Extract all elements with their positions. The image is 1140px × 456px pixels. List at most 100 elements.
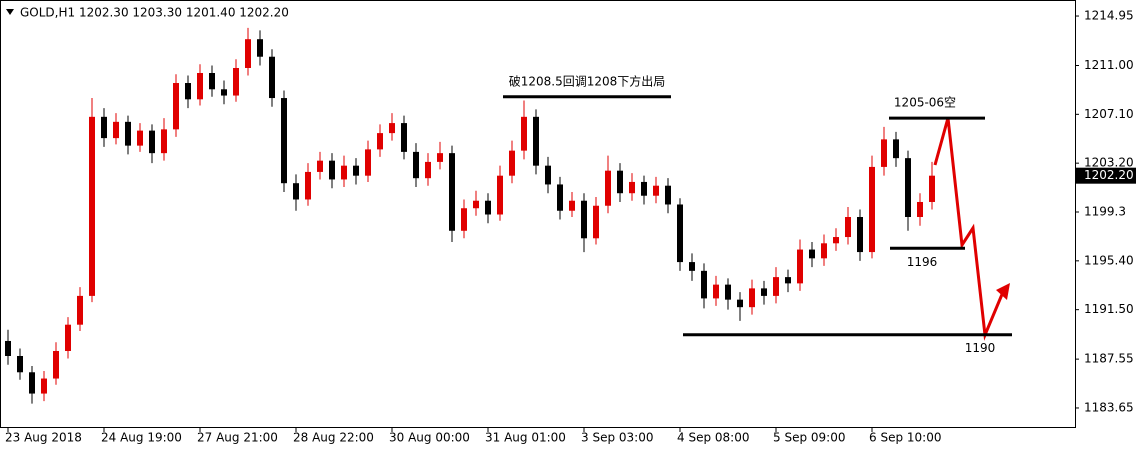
candle-body	[665, 185, 671, 205]
candle-body	[461, 208, 467, 231]
candle-body	[809, 249, 815, 259]
chart-title: GOLD,H1 1202.30 1203.30 1201.40 1202.20	[20, 6, 289, 20]
candle-body	[749, 288, 755, 308]
plot-frame	[0, 0, 1076, 428]
candle-body	[785, 277, 791, 284]
candle-body	[713, 284, 719, 299]
candle-body	[329, 160, 335, 180]
candle-body	[653, 185, 659, 196]
candle-body	[929, 175, 935, 202]
candle-body	[17, 355, 23, 373]
candle-body	[353, 165, 359, 176]
candle-body	[437, 153, 443, 162]
candle-body	[773, 277, 779, 296]
level-label: 1196	[907, 255, 938, 269]
candle-body	[401, 123, 407, 152]
y-tick-label: 1203.20	[1084, 156, 1134, 170]
candle-body	[701, 270, 707, 299]
candle-body	[581, 200, 587, 239]
candle-body	[689, 262, 695, 271]
menu-icon[interactable]	[6, 9, 14, 15]
candle-body	[905, 158, 911, 218]
candle-body	[833, 237, 839, 244]
y-tick-label: 1207.10	[1084, 107, 1134, 121]
candle-body	[857, 217, 863, 253]
candle-body	[677, 204, 683, 263]
candle-body	[77, 295, 83, 325]
current-price-label: 1202.20	[1084, 168, 1134, 182]
candle-body	[305, 171, 311, 200]
candle-body	[521, 116, 527, 151]
candle-body	[389, 123, 395, 134]
candle-body	[149, 130, 155, 154]
arrow-head	[996, 283, 1010, 300]
y-tick-label: 1183.65	[1084, 400, 1134, 414]
current-price-box	[1076, 167, 1136, 184]
y-tick-label: 1199.3	[1084, 204, 1126, 218]
candle-body	[293, 183, 299, 200]
candle-body	[605, 170, 611, 206]
candle-body	[545, 165, 551, 185]
candle-body	[485, 200, 491, 215]
candle-body	[197, 73, 203, 100]
candle-body	[377, 133, 383, 150]
candle-body	[497, 175, 503, 215]
x-tick-label: 6 Sep 10:00	[869, 431, 941, 445]
candle-body	[89, 116, 95, 296]
candle-body	[281, 98, 287, 184]
candle-body	[113, 121, 119, 139]
level-label: 1190	[965, 341, 996, 355]
candle-body	[41, 378, 47, 394]
candle-body	[629, 181, 635, 194]
candle-body	[449, 153, 455, 231]
candle-body	[725, 284, 731, 300]
candle-body	[185, 83, 191, 100]
level-label: 1205-06空	[894, 96, 956, 110]
candle-body	[137, 130, 143, 146]
x-tick-label: 31 Aug 01:00	[485, 431, 566, 445]
candle-body	[737, 299, 743, 308]
x-tick-label: 27 Aug 21:00	[197, 431, 278, 445]
candle-body	[221, 89, 227, 96]
x-tick-label: 28 Aug 22:00	[293, 431, 374, 445]
x-tick-label: 23 Aug 2018	[5, 431, 82, 445]
candle-body	[533, 116, 539, 166]
candle-body	[509, 150, 515, 176]
candle-body	[893, 139, 899, 159]
candle-body	[257, 39, 263, 57]
candle-body	[761, 288, 767, 296]
candle-body	[341, 165, 347, 180]
candle-body	[557, 184, 563, 211]
candle-body	[869, 166, 875, 253]
y-tick-label: 1214.95	[1084, 9, 1134, 23]
candle-body	[269, 56, 275, 99]
candle-body	[65, 324, 71, 351]
level-label: 破1208.5回调1208下方出局	[509, 73, 666, 88]
candle-body	[245, 39, 251, 68]
candle-body	[569, 200, 575, 211]
x-tick-label: 30 Aug 00:00	[389, 431, 470, 445]
y-tick-label: 1191.50	[1084, 302, 1134, 316]
candle-body	[917, 201, 923, 218]
candle-body	[233, 67, 239, 96]
candle-body	[317, 160, 323, 172]
candle-body	[617, 170, 623, 194]
candle-body	[845, 217, 851, 238]
candle-body	[821, 243, 827, 259]
candle-body	[413, 151, 419, 179]
candle-body	[209, 73, 215, 90]
x-tick-label: 3 Sep 03:00	[581, 431, 653, 445]
candle-body	[29, 372, 35, 394]
x-tick-label: 5 Sep 09:00	[773, 431, 845, 445]
candle-body	[101, 116, 107, 139]
candle-body	[365, 149, 371, 176]
candle-body	[881, 139, 887, 167]
y-tick-label: 1211.00	[1084, 58, 1134, 72]
y-tick-label: 1187.55	[1084, 352, 1134, 366]
candle-body	[161, 129, 167, 154]
x-tick-label: 4 Sep 08:00	[677, 431, 749, 445]
candle-body	[641, 181, 647, 196]
projection-arrow	[933, 117, 1005, 341]
candle-body	[425, 161, 431, 179]
